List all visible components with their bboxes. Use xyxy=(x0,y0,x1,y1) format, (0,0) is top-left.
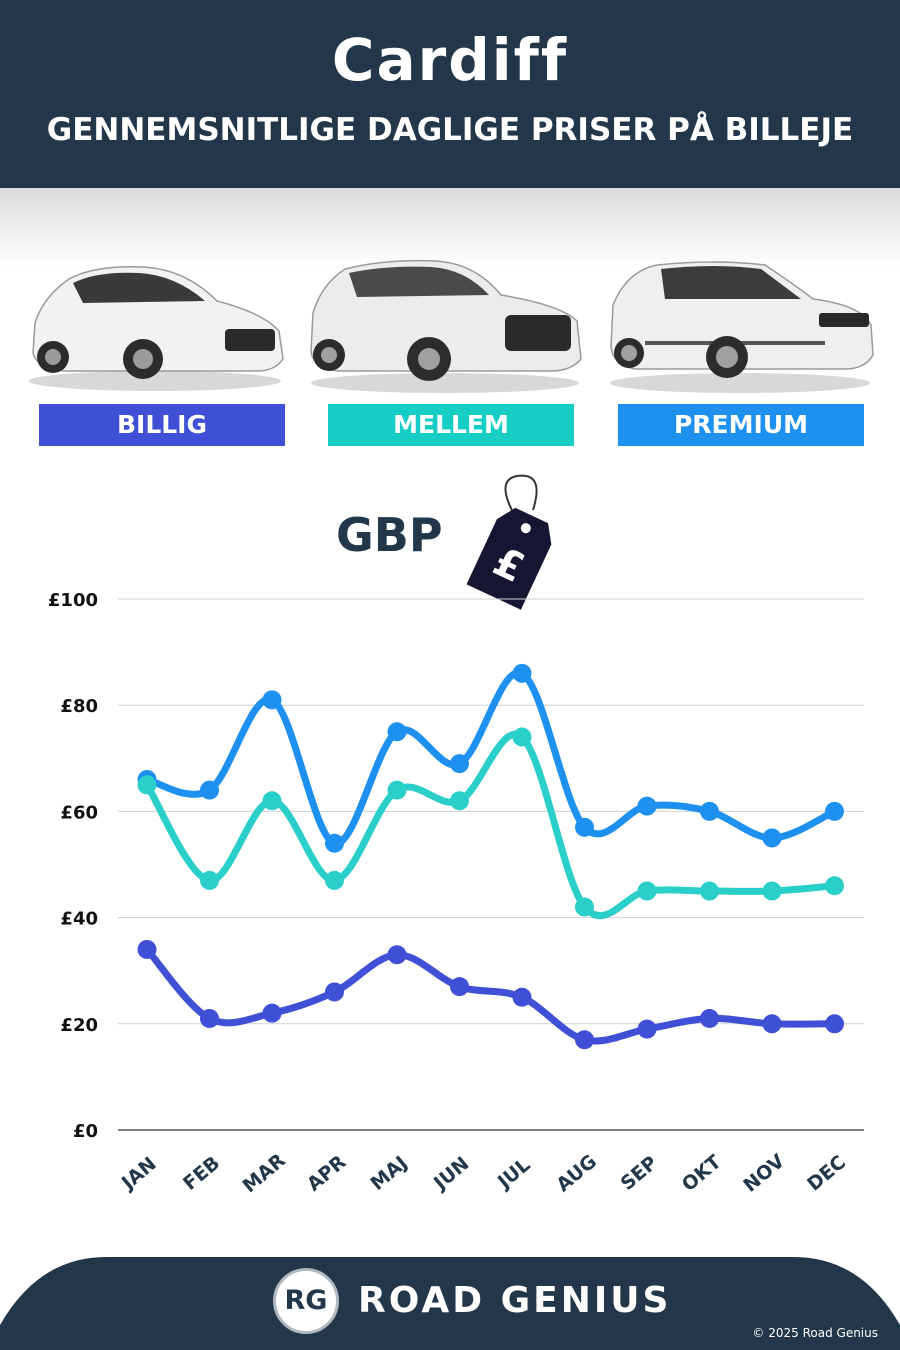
data-point-mellem xyxy=(825,876,844,896)
data-point-mellem xyxy=(700,881,719,901)
data-point-premium xyxy=(825,801,844,821)
data-point-mellem xyxy=(637,881,657,901)
price-line-chart: £0 £20 £40 £60 £80 £100 JAN FEB MAR APR MAJ JUN JUL A… xyxy=(48,590,864,1197)
data-point-mellem xyxy=(762,881,782,901)
x-tick-label: AUG xyxy=(552,1150,601,1196)
x-tick-label: MAR xyxy=(239,1149,290,1197)
data-point-premium xyxy=(450,754,469,774)
data-point-premium xyxy=(762,828,782,848)
data-point-billig xyxy=(137,939,157,959)
x-tick-label: OKT xyxy=(678,1151,726,1196)
data-point-mellem xyxy=(137,775,157,795)
header-shadow xyxy=(0,188,900,268)
y-tick-label: £80 xyxy=(60,696,98,717)
data-point-billig xyxy=(762,1014,782,1034)
data-point-billig xyxy=(637,1019,657,1039)
y-tick-label: £100 xyxy=(48,590,98,611)
data-point-premium xyxy=(200,780,219,800)
data-point-billig xyxy=(575,1030,594,1050)
x-tick-label: JAN xyxy=(116,1153,161,1195)
data-point-billig xyxy=(450,977,469,997)
page-subtitle: GENNEMSNITLIGE DAGLIGE PRISER PÅ BILLEJE xyxy=(46,112,854,148)
x-tick-label: JUN xyxy=(428,1153,473,1196)
y-tick-label: £0 xyxy=(73,1121,98,1142)
x-tick-label: SEP xyxy=(617,1152,662,1195)
data-point-premium xyxy=(262,690,282,710)
data-point-premium xyxy=(575,817,594,837)
series-line-billig xyxy=(143,945,838,1045)
x-tick-label: MAJ xyxy=(366,1152,411,1195)
category-badge-billig: BILLIG xyxy=(39,404,285,446)
price-tag-icon: £ xyxy=(466,474,552,610)
data-point-mellem xyxy=(575,897,594,917)
category-label: PREMIUM xyxy=(673,410,808,439)
data-point-premium xyxy=(637,796,657,816)
suv-car-image xyxy=(310,259,582,393)
city-title: Cardiff xyxy=(331,26,569,94)
brand-name: ROAD GENIUS xyxy=(358,1280,672,1321)
category-label: MELLEM xyxy=(393,410,509,439)
category-label: BILLIG xyxy=(116,410,208,439)
data-point-billig xyxy=(512,987,532,1007)
data-point-billig xyxy=(200,1008,219,1028)
x-tick-label: JUL xyxy=(492,1154,534,1194)
data-point-billig xyxy=(825,1014,844,1034)
footer-band xyxy=(0,1256,900,1350)
currency-label: GBP xyxy=(336,508,443,562)
copyright-text: © 2025 Road Genius xyxy=(752,1326,878,1340)
y-tick-label: £40 xyxy=(60,909,98,930)
y-tick-label: £20 xyxy=(60,1015,98,1036)
logo-initials: RG xyxy=(284,1285,328,1316)
x-tick-label: FEB xyxy=(179,1152,224,1195)
data-point-mellem xyxy=(262,791,282,811)
x-tick-label: DEC xyxy=(803,1151,850,1195)
header-banner: Cardiff GENNEMSNITLIGE DAGLIGE PRISER PÅ… xyxy=(0,0,900,188)
data-point-premium xyxy=(512,663,532,683)
data-point-premium xyxy=(325,833,344,853)
category-badge-premium: PREMIUM xyxy=(618,404,864,446)
road-genius-logo: RG xyxy=(273,1268,339,1334)
data-point-billig xyxy=(325,982,344,1002)
data-point-premium xyxy=(700,801,719,821)
data-point-billig xyxy=(262,1003,282,1023)
data-point-mellem xyxy=(325,870,344,890)
data-point-billig xyxy=(700,1008,719,1028)
x-tick-label: NOV xyxy=(739,1150,789,1197)
y-tick-label: £60 xyxy=(60,802,98,823)
x-tick-label: APR xyxy=(303,1151,351,1196)
hatchback-car-image xyxy=(29,266,284,391)
data-point-premium xyxy=(387,722,407,742)
data-point-mellem xyxy=(450,791,469,811)
data-point-mellem xyxy=(512,727,532,747)
luxury-suv-car-image xyxy=(610,261,874,393)
data-point-mellem xyxy=(200,870,219,890)
data-point-billig xyxy=(387,945,407,965)
category-badge-mellem: MELLEM xyxy=(328,404,574,446)
data-point-mellem xyxy=(387,780,407,800)
